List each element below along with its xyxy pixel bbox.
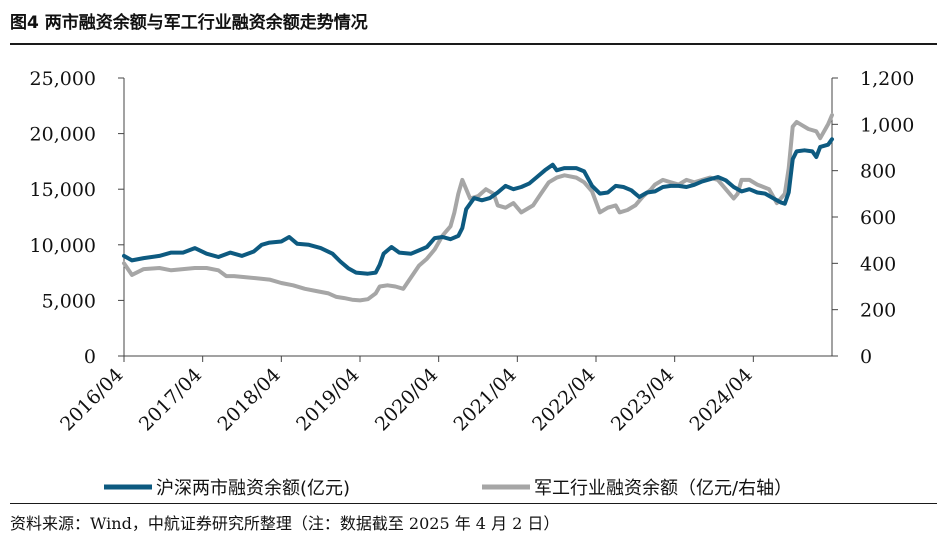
series-line-market-margin (122, 137, 834, 276)
left-axis-tick-label: 25,000 (30, 68, 96, 90)
left-axis-tick-label: 5,000 (42, 290, 96, 312)
chart-axes: 0 5,000 10,000 15,000 20,000 25,000 0 200 400 600… (30, 68, 915, 435)
source-rule (10, 503, 937, 504)
right-axis-tick-label: 1,000 (860, 114, 914, 136)
chart-legend: 沪深两市融资余额(亿元) 军工行业融资余额（亿元/右轴） (104, 478, 792, 499)
x-axis-tick-label: 2022/04 (528, 364, 599, 435)
left-axis-tick-label: 20,000 (30, 124, 96, 146)
left-axis-tick-label: 15,000 (30, 179, 96, 201)
x-axis-tick-label: 2021/04 (449, 364, 520, 435)
x-axis-tick-label: 2023/04 (607, 364, 678, 435)
right-axis-tick-label: 400 (860, 253, 896, 275)
right-axis-tick-label: 0 (860, 346, 872, 368)
chart-lines (122, 113, 834, 303)
x-axis-tick-label: 2020/04 (371, 364, 442, 435)
title-rule (10, 43, 937, 45)
x-axis-tick-label: 2019/04 (292, 364, 363, 435)
page-title: 图4 两市融资余额与军工行业融资余额走势情况 (10, 13, 368, 33)
right-axis-tick-label: 800 (860, 161, 896, 183)
x-axis-tick-label: 2017/04 (135, 364, 206, 435)
legend-label-defense: 军工行业融资余额（亿元/右轴） (534, 478, 792, 499)
series-line-defense-margin (122, 113, 834, 303)
legend-label-market: 沪深两市融资余额(亿元) (156, 478, 350, 499)
left-axis-tick-label: 10,000 (30, 235, 96, 257)
x-axis-tick-label: 2016/04 (56, 364, 127, 435)
left-axis-tick-label: 0 (84, 346, 96, 368)
right-axis-tick-label: 600 (860, 207, 896, 229)
x-axis-tick-label: 2018/04 (213, 364, 284, 435)
right-axis-tick-label: 200 (860, 300, 896, 322)
x-axis-tick-label: 2024/04 (685, 364, 756, 435)
right-axis-tick-label: 1,200 (860, 68, 914, 90)
source-note: 资料来源：Wind，中航证券研究所整理（注：数据截至 2025 年 4 月 2 … (10, 514, 560, 533)
